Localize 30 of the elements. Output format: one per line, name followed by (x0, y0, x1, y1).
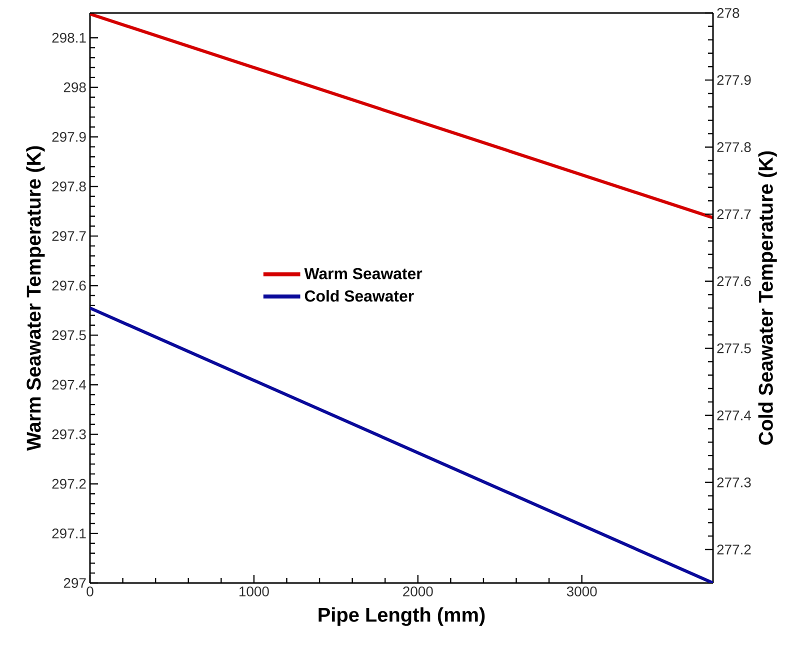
y-tick-label: 297.6 (52, 280, 86, 291)
y-tick-label: 297.4 (52, 380, 86, 390)
x-tick-label: 2000 (403, 586, 433, 596)
y2-tick-label: 277.4 (717, 410, 752, 420)
y2-tick-label: 277.2 (717, 544, 751, 554)
x-tick-label: 1000 (239, 586, 269, 596)
x-tick-label: 3000 (566, 586, 597, 596)
y-tick-label: 297.5 (52, 330, 86, 340)
y-tick-label: 298.1 (52, 32, 86, 43)
legend-label: Cold Seawater (304, 290, 414, 302)
legend-label: Warm Seawater (304, 268, 422, 280)
y2-axis-title: Cold Seawater Temperature (K) (758, 151, 777, 445)
y-tick-label: 297.9 (52, 132, 86, 142)
y-axis-title: Warm Seawater Temperature (K) (26, 146, 45, 451)
y-tick-label: 298 (64, 82, 86, 92)
y2-tick-label: 278 (717, 8, 740, 18)
x-axis-title: Pipe Length (mm) (318, 607, 485, 626)
y2-tick-label: 277.3 (717, 477, 751, 488)
y-tick-label: 297.7 (52, 231, 86, 241)
x-tick-label: 0 (86, 586, 94, 596)
y-tick-label: 297.2 (52, 478, 86, 489)
y2-tick-label: 277.9 (717, 75, 751, 85)
y2-tick-label: 277.6 (717, 276, 751, 286)
y-tick-label: 297 (64, 578, 86, 588)
y-tick-label: 297.1 (52, 528, 86, 538)
y-tick-label: 297.8 (52, 182, 86, 192)
y2-tick-label: 277.7 (717, 209, 751, 220)
y2-tick-label: 277.8 (717, 142, 751, 152)
y-tick-label: 297.3 (52, 429, 86, 440)
y2-tick-label: 277.5 (717, 343, 751, 354)
